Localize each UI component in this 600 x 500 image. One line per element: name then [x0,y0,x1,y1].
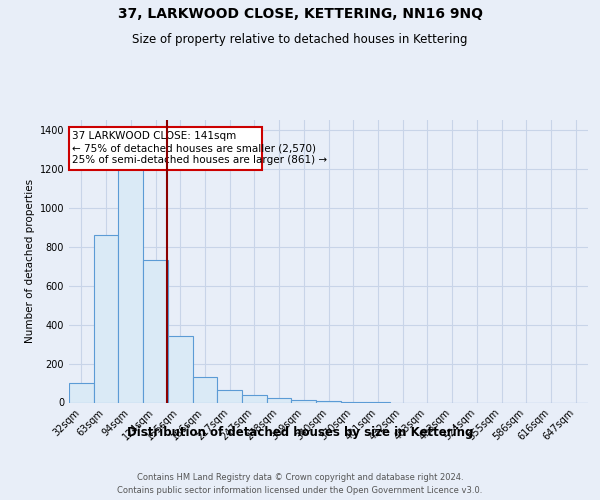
Bar [217,390,242,402]
Text: ← 75% of detached houses are smaller (2,570): ← 75% of detached houses are smaller (2,… [72,143,316,153]
Bar [292,400,316,402]
Text: Contains HM Land Registry data © Crown copyright and database right 2024.: Contains HM Land Registry data © Crown c… [137,472,463,482]
Text: Distribution of detached houses by size in Kettering: Distribution of detached houses by size … [127,426,473,439]
Text: Contains public sector information licensed under the Open Government Licence v3: Contains public sector information licen… [118,486,482,495]
Y-axis label: Number of detached properties: Number of detached properties [25,179,35,344]
Bar [193,377,217,402]
Bar [316,400,341,402]
Text: 37 LARKWOOD CLOSE: 141sqm: 37 LARKWOOD CLOSE: 141sqm [72,131,236,141]
FancyBboxPatch shape [70,127,262,170]
Bar [118,163,143,402]
Bar [267,398,292,402]
Text: Size of property relative to detached houses in Kettering: Size of property relative to detached ho… [132,32,468,46]
Bar [242,395,267,402]
Bar [94,235,118,402]
Bar [143,260,168,402]
Bar [69,383,94,402]
Bar [168,336,193,402]
Text: 37, LARKWOOD CLOSE, KETTERING, NN16 9NQ: 37, LARKWOOD CLOSE, KETTERING, NN16 9NQ [118,8,482,22]
Text: 25% of semi-detached houses are larger (861) →: 25% of semi-detached houses are larger (… [72,156,327,166]
